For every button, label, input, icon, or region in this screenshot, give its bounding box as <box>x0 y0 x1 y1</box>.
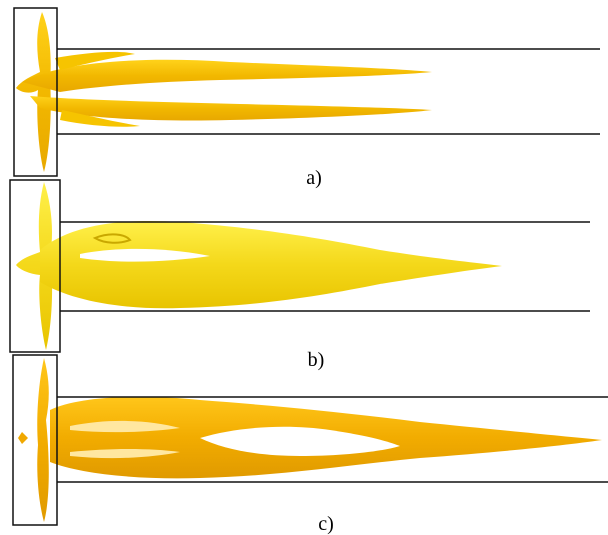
plume <box>40 220 502 309</box>
panel-a: a) <box>13 7 600 189</box>
flow-gap <box>200 426 400 456</box>
plume <box>16 12 51 172</box>
inlet-box <box>13 7 58 177</box>
channel-walls <box>57 48 600 135</box>
plume <box>37 358 49 522</box>
plume <box>55 51 140 127</box>
inlet-box <box>9 179 61 353</box>
panel-b: b) <box>9 179 590 371</box>
vortex <box>92 233 132 244</box>
flow-gap <box>70 420 180 459</box>
plume <box>22 59 432 92</box>
plume <box>16 182 53 350</box>
inlet-box <box>12 354 58 526</box>
channel-walls <box>57 396 608 483</box>
panel-c: c) <box>12 354 608 535</box>
plume <box>30 96 432 121</box>
panel-label: a) <box>306 167 322 189</box>
panel-label: c) <box>318 513 334 535</box>
flow-gap <box>80 248 210 262</box>
panel-label: b) <box>308 349 325 371</box>
channel-walls <box>60 221 590 312</box>
plume <box>18 432 28 444</box>
